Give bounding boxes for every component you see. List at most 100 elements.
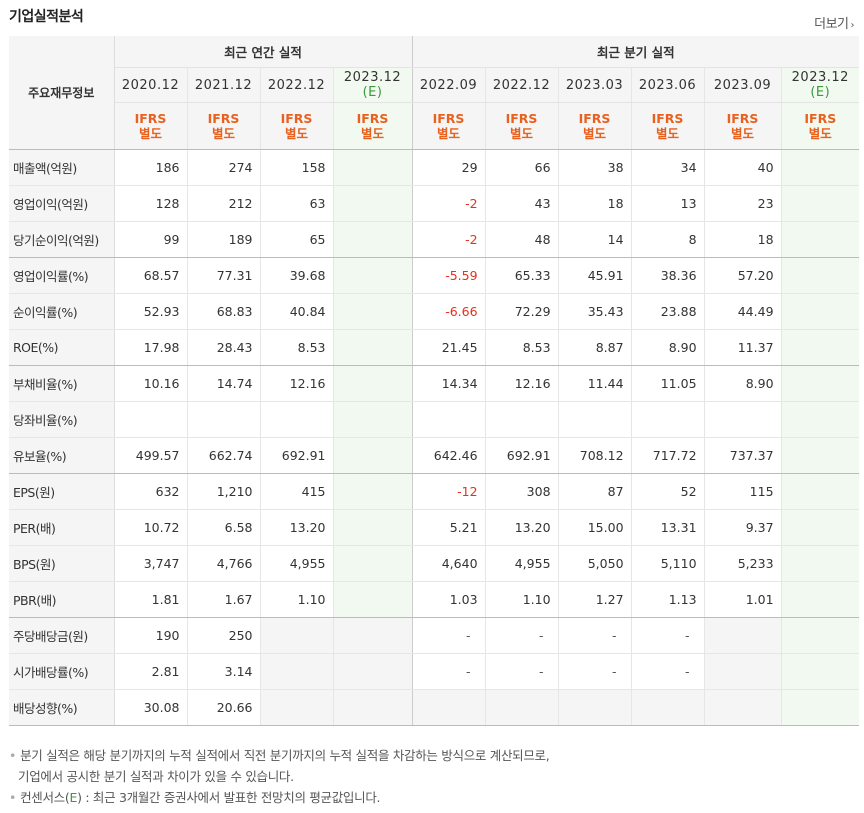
quarter-value: 4,955 — [484, 545, 559, 582]
quarter-value: 29 — [411, 149, 486, 186]
quarter-value: 35.43 — [557, 293, 632, 330]
ifrs-label: IFRS — [207, 111, 240, 126]
quarter-value: - — [557, 653, 632, 690]
annual-value: 77.31 — [186, 257, 260, 294]
annual-value — [186, 401, 260, 438]
quarter-value: 34 — [630, 149, 705, 186]
quarter-value — [780, 257, 860, 294]
ifrs-sub-label: 별도 — [437, 126, 461, 141]
annual-value: 692.91 — [259, 437, 333, 474]
annual-value — [332, 689, 413, 726]
ifrs-label: IFRS — [134, 111, 167, 126]
ifrs-sub-label: 별도 — [361, 126, 385, 141]
quarter-value: 5,110 — [630, 545, 705, 582]
quarter-value: 48 — [484, 221, 559, 258]
more-link[interactable]: 더보기 › — [814, 13, 854, 32]
quarter-value — [703, 653, 782, 690]
quarter-value — [557, 689, 632, 726]
quarter-value — [780, 293, 860, 330]
ifrs-badge: IFRS 별도 — [557, 102, 632, 150]
quarter-value: 23.88 — [630, 293, 705, 330]
ifrs-sub-label: 별도 — [731, 126, 755, 141]
table-row: 시가배당률(%) 2.81 3.14- - - - — [9, 653, 860, 690]
quarter-value: 12.16 — [484, 365, 559, 402]
quarter-value — [780, 221, 860, 258]
ifrs-sub-label: 별도 — [138, 126, 162, 141]
row-label: BPS(원) — [9, 545, 115, 582]
annual-period-label: 2020.12 — [121, 77, 180, 93]
quarter-value: 8.87 — [557, 329, 632, 366]
quarter-value — [411, 401, 486, 438]
ifrs-label: IFRS — [804, 111, 837, 126]
quarter-period-2: 2023.03 — [557, 67, 632, 103]
quarter-value: 8.90 — [703, 365, 782, 402]
quarter-period-1: 2022.12 — [484, 67, 559, 103]
annual-value: 20.66 — [186, 689, 260, 726]
annual-value: 1.67 — [186, 581, 260, 618]
quarter-value — [780, 365, 860, 402]
ifrs-label: IFRS — [280, 111, 313, 126]
annual-period-0: 2020.12 — [114, 67, 187, 103]
row-label: 부채비율(%) — [9, 365, 115, 402]
table-row: 매출액(억원) 186 274 158 29 66 38 34 40 — [9, 149, 860, 186]
quarter-value: 44.49 — [703, 293, 782, 330]
table-row: PBR(배) 1.81 1.67 1.10 1.03 1.10 1.27 1.13 1.01 — [9, 581, 860, 618]
annual-value: 13.20 — [259, 509, 333, 546]
quarter-value: 57.20 — [703, 257, 782, 294]
quarter-value: 43 — [484, 185, 559, 222]
quarter-value: 18 — [703, 221, 782, 258]
quarter-value: 13.20 — [484, 509, 559, 546]
annual-value: 1.81 — [113, 581, 187, 618]
quarter-value: 21.45 — [411, 329, 486, 366]
footnotes: • 분기 실적은 해당 분기까지의 누적 실적에서 직전 분기까지의 누적 실적을… — [9, 745, 550, 808]
quarter-value: 8.53 — [484, 329, 559, 366]
ifrs-badge: IFRS 별도 — [186, 102, 260, 150]
quarter-value — [780, 617, 860, 654]
quarter-value: 308 — [484, 473, 559, 510]
quarter-value: 52 — [630, 473, 705, 510]
quarter-value: 66 — [484, 149, 559, 186]
quarter-value: 14 — [557, 221, 632, 258]
estimate-mark: (E) — [810, 85, 831, 100]
annual-value: 212 — [186, 185, 260, 222]
quarter-value: 692.91 — [484, 437, 559, 474]
quarter-value: 737.37 — [703, 437, 782, 474]
annual-value: 63 — [259, 185, 333, 222]
annual-value: 632 — [113, 473, 187, 510]
annual-value: 2.81 — [113, 653, 187, 690]
ifrs-label: IFRS — [505, 111, 538, 126]
annual-value — [259, 653, 333, 690]
annual-value — [332, 293, 413, 330]
annual-value: 4,955 — [259, 545, 333, 582]
quarter-period-label: 2023.03 — [565, 77, 624, 93]
quarter-value: - — [484, 617, 559, 654]
annual-value: 8.53 — [259, 329, 333, 366]
chevron-right-icon: › — [850, 20, 855, 31]
quarter-value: -12 — [411, 473, 486, 510]
annual-value — [332, 221, 413, 258]
column-header-label: 주요재무정보 — [9, 36, 115, 150]
annual-period-1: 2021.12 — [186, 67, 260, 103]
quarter-value — [780, 437, 860, 474]
quarter-value: 1.27 — [557, 581, 632, 618]
annual-value: 40.84 — [259, 293, 333, 330]
annual-value — [332, 653, 413, 690]
annual-value: 3,747 — [113, 545, 187, 582]
annual-value: 1.10 — [259, 581, 333, 618]
annual-period-2: 2022.12 — [259, 67, 333, 103]
quarter-period-5: 2023.12 (E) — [780, 67, 860, 103]
table-row: 당좌비율(%) — [9, 401, 860, 438]
quarter-value: 1.13 — [630, 581, 705, 618]
annual-value: 274 — [186, 149, 260, 186]
footnote-1: • 분기 실적은 해당 분기까지의 누적 실적에서 직전 분기까지의 누적 실적을… — [9, 748, 550, 763]
ifrs-label: IFRS — [356, 111, 389, 126]
quarter-value: 1.01 — [703, 581, 782, 618]
section-title: 기업실적분석 — [9, 9, 84, 25]
annual-value: 14.74 — [186, 365, 260, 402]
quarter-value — [780, 401, 860, 438]
quarter-value: 40 — [703, 149, 782, 186]
table-row: 영업이익률(%) 68.57 77.31 39.68 -5.59 65.33 45.91 38… — [9, 257, 860, 294]
row-label: 당좌비율(%) — [9, 401, 115, 438]
row-label: 당기순이익(억원) — [9, 221, 115, 258]
quarter-value — [780, 581, 860, 618]
